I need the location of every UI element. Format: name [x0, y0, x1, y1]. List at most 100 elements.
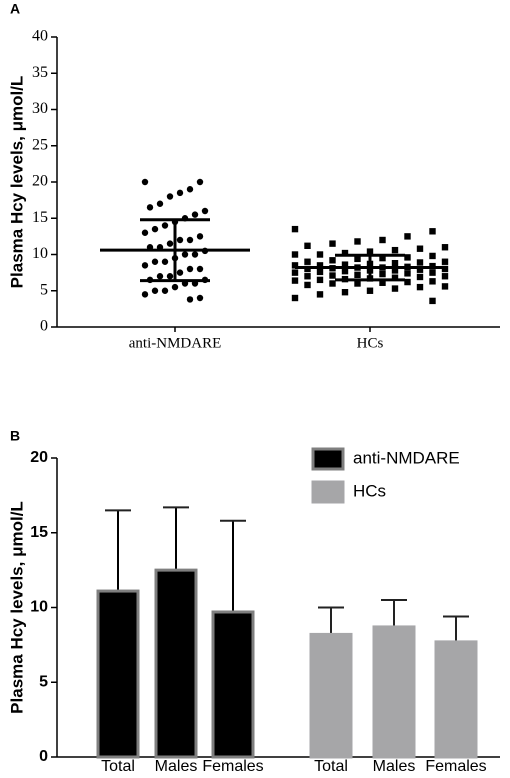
x-tick-label: Males — [373, 758, 416, 773]
y-axis-label: Plasma Hcy levels, μmol/L — [7, 76, 26, 289]
data-point — [141, 291, 149, 298]
data-point — [316, 291, 324, 298]
data-point — [341, 289, 349, 296]
data-point — [316, 251, 324, 258]
data-point — [316, 268, 324, 276]
data-point — [429, 252, 436, 260]
data-point — [316, 276, 324, 284]
data-point — [404, 254, 411, 261]
data-point — [329, 240, 336, 247]
data-point — [191, 211, 199, 218]
data-point — [304, 281, 311, 289]
data-point — [291, 277, 299, 284]
data-point — [146, 204, 154, 211]
data-point — [391, 274, 399, 281]
legend-label: anti-NMDARE — [353, 448, 460, 467]
data-point — [291, 294, 299, 302]
data-point — [416, 273, 424, 281]
y-tick-label: 30 — [32, 100, 48, 117]
data-point — [379, 236, 386, 244]
data-point — [291, 262, 299, 269]
legend-swatch — [311, 480, 345, 504]
data-point — [141, 229, 149, 236]
x-tick-label: Females — [425, 758, 486, 773]
data-point — [354, 255, 361, 263]
data-point — [391, 246, 399, 254]
data-point — [404, 278, 411, 286]
bar — [372, 625, 416, 759]
data-point — [176, 269, 184, 276]
data-point — [161, 222, 169, 229]
y-tick-label: 20 — [30, 449, 48, 466]
data-point — [429, 297, 436, 305]
y-tick-label: 0 — [39, 748, 48, 765]
bar — [434, 640, 478, 759]
y-tick-label: 15 — [30, 524, 48, 541]
data-point — [161, 258, 169, 265]
legend-label: HCs — [353, 481, 386, 500]
bar — [96, 589, 140, 759]
y-tick-label: 10 — [30, 599, 48, 616]
data-point — [156, 200, 164, 207]
data-point — [416, 245, 424, 252]
data-point — [186, 236, 194, 244]
data-point — [141, 262, 149, 269]
bar — [309, 632, 353, 759]
data-point — [416, 259, 424, 266]
data-point — [186, 296, 194, 303]
x-tick-label: Total — [314, 758, 348, 773]
data-point — [166, 193, 174, 200]
data-point — [404, 233, 411, 240]
data-point — [291, 225, 299, 233]
data-point — [291, 251, 299, 258]
data-point — [191, 251, 199, 258]
data-point — [441, 283, 449, 290]
panel-label: A — [10, 1, 20, 17]
y-tick-label: 20 — [32, 173, 48, 190]
data-point — [416, 283, 424, 291]
data-point — [366, 248, 374, 255]
data-point — [291, 269, 299, 276]
x-tick-label: anti-NMDARE — [129, 335, 222, 351]
x-tick-label: HCs — [357, 335, 384, 351]
data-point — [196, 265, 204, 273]
bar — [211, 610, 255, 759]
data-point — [391, 285, 399, 292]
data-point — [196, 233, 204, 240]
data-point — [354, 238, 361, 245]
data-point — [196, 294, 204, 302]
data-point — [151, 225, 159, 233]
data-point — [391, 267, 399, 274]
y-tick-label: 5 — [40, 281, 48, 298]
x-tick-label: Females — [202, 758, 263, 773]
data-point — [366, 287, 374, 294]
data-point — [181, 251, 189, 258]
data-point — [441, 273, 449, 280]
data-point — [354, 271, 361, 278]
data-point — [379, 254, 386, 262]
data-point — [429, 269, 436, 276]
data-point — [329, 272, 336, 279]
data-point — [196, 178, 204, 186]
y-tick-label: 25 — [32, 136, 48, 153]
data-point — [166, 240, 174, 247]
y-tick-label: 40 — [32, 28, 48, 45]
data-point — [171, 283, 179, 291]
legend-swatch — [311, 447, 345, 471]
data-point — [404, 270, 411, 277]
data-point — [341, 267, 349, 275]
data-point — [329, 280, 336, 287]
y-axis-label: Plasma Hcy levels, μmol/L — [7, 501, 26, 714]
data-point — [341, 261, 349, 268]
data-point — [166, 273, 174, 280]
data-point — [161, 287, 169, 294]
data-point — [391, 260, 399, 267]
panel-label: B — [10, 428, 20, 444]
data-point — [329, 257, 336, 264]
data-point — [441, 244, 449, 251]
data-point — [304, 273, 311, 280]
data-point — [176, 236, 184, 244]
x-tick-label: Total — [101, 758, 135, 773]
data-point — [156, 273, 164, 280]
data-point — [429, 278, 436, 285]
